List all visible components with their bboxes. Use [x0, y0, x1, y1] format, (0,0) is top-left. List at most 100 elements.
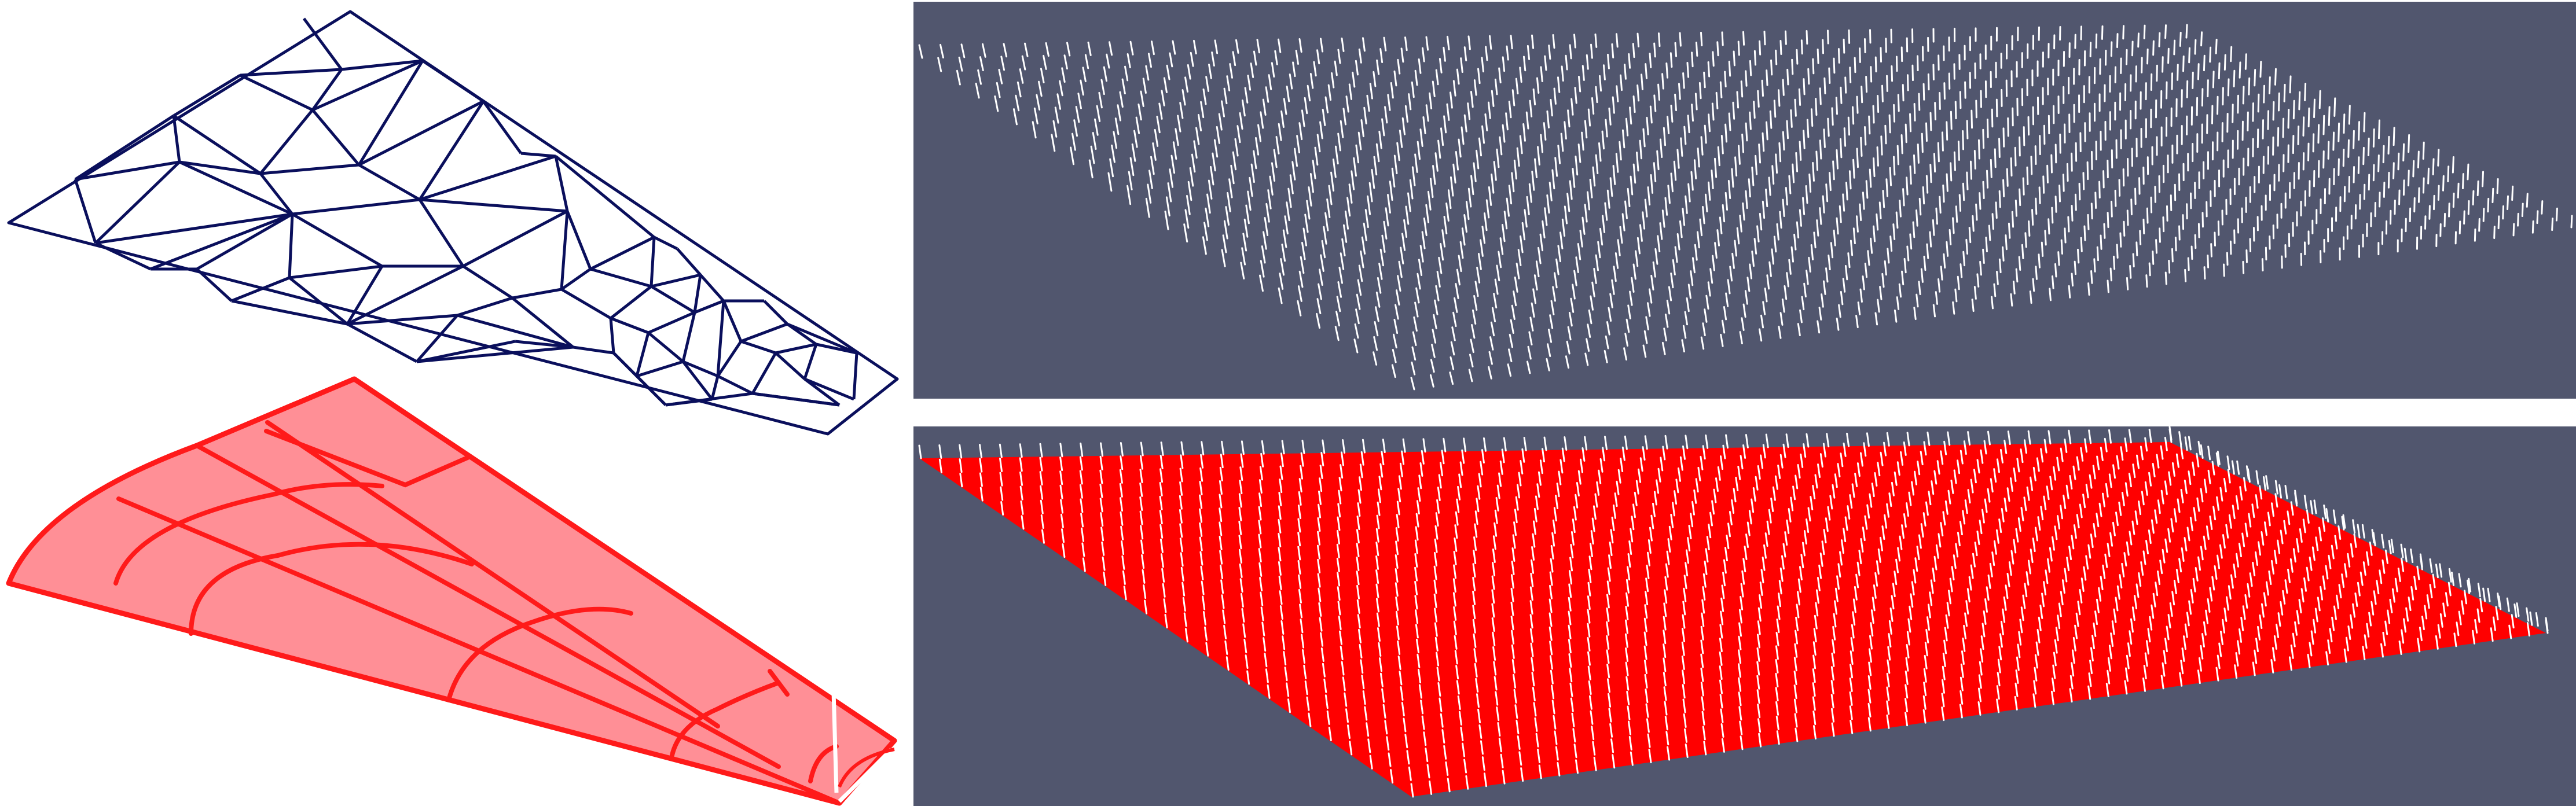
vector-glyph	[1756, 675, 1760, 690]
vector-glyph	[2068, 429, 2072, 444]
vector-glyph	[1584, 204, 1588, 223]
vector-glyph	[940, 43, 944, 59]
vector-glyph	[2170, 518, 2174, 533]
vector-glyph	[1725, 292, 1729, 307]
vector-glyph	[1966, 171, 1969, 190]
vector-glyph	[2245, 465, 2250, 480]
vector-glyph	[1301, 241, 1306, 260]
vector-glyph	[1614, 492, 1618, 507]
vector-glyph	[1720, 610, 1724, 625]
vector-glyph	[1549, 571, 1553, 586]
vector-glyph	[1103, 66, 1108, 82]
vector-glyph	[1825, 267, 1829, 283]
vector-glyph	[2090, 533, 2094, 549]
vector-glyph	[1984, 498, 1988, 513]
mesh-edge	[418, 100, 485, 201]
mesh-edge	[512, 288, 562, 300]
vector-glyph	[1870, 237, 1873, 254]
vector-glyph	[2487, 587, 2491, 602]
mesh-edge	[419, 154, 556, 201]
vector-glyph	[2124, 482, 2129, 497]
vector-glyph	[1193, 39, 1197, 55]
vector-glyph	[1719, 455, 1723, 470]
vector-glyph	[1798, 88, 1801, 106]
vector-glyph	[1164, 211, 1169, 230]
vector-glyph	[1599, 75, 1602, 92]
vector-glyph	[1201, 580, 1205, 595]
vector-glyph	[1447, 778, 1451, 793]
vector-glyph	[1590, 710, 1594, 725]
vector-glyph	[1628, 736, 1632, 751]
vector-glyph	[2060, 591, 2064, 606]
vector-glyph	[2381, 559, 2386, 574]
vector-glyph	[1419, 462, 1423, 477]
vector-glyph	[1593, 756, 1597, 771]
vector-glyph	[1761, 79, 1764, 97]
vector-glyph	[2060, 505, 2064, 520]
vector-glyph	[1554, 730, 1558, 745]
vector-glyph	[2526, 622, 2530, 637]
vector-glyph	[1297, 285, 1302, 302]
vector-glyph	[1639, 139, 1642, 160]
vector-glyph	[1741, 570, 1745, 585]
vector-glyph	[1051, 134, 1056, 152]
vector-glyph	[1399, 462, 1403, 477]
vector-glyph	[1818, 564, 1822, 579]
mesh-edge	[635, 332, 650, 377]
vector-glyph	[1644, 435, 1648, 450]
vector-glyph	[1950, 479, 1954, 494]
vector-glyph	[2241, 532, 2245, 547]
vector-glyph	[1966, 588, 1970, 603]
vector-glyph	[1568, 653, 1572, 668]
vector-glyph	[1914, 557, 1918, 572]
mesh-edge	[681, 312, 696, 362]
vector-glyph	[1609, 177, 1613, 197]
vector-glyph	[2030, 476, 2034, 491]
vector-glyph	[1729, 266, 1733, 282]
vector-glyph	[1318, 503, 1322, 518]
vector-glyph	[1459, 461, 1463, 476]
vector-glyph	[1299, 603, 1303, 619]
vector-glyph	[1704, 124, 1707, 144]
vector-glyph	[1955, 543, 1959, 558]
vector-glyph	[2234, 664, 2238, 679]
vector-glyph	[2315, 536, 2319, 551]
vector-glyph	[1410, 377, 1415, 391]
vector-glyph	[1792, 163, 1795, 183]
vector-glyph	[1501, 448, 1505, 463]
vector-glyph	[1642, 211, 1646, 230]
vector-glyph	[1224, 640, 1228, 655]
vector-glyph	[1413, 316, 1418, 332]
vector-glyph	[1745, 122, 1748, 142]
vector-glyph	[1796, 603, 1800, 619]
vector-glyph	[2180, 660, 2184, 675]
vector-glyph	[1431, 344, 1436, 358]
vector-glyph	[2029, 290, 2032, 304]
vector-glyph	[1653, 162, 1657, 182]
vector-glyph	[1591, 97, 1595, 115]
vector-glyph	[2080, 237, 2083, 252]
vector-glyph	[1559, 231, 1564, 249]
vector-glyph	[1569, 682, 1573, 697]
vector-glyph	[1645, 577, 1649, 592]
vector-glyph	[1458, 711, 1462, 726]
vector-glyph	[1682, 684, 1686, 699]
vector-glyph	[1935, 207, 1938, 225]
vector-glyph	[2037, 516, 2041, 531]
mesh-edge	[590, 267, 652, 288]
vector-glyph	[1916, 209, 1918, 227]
mesh-edge	[636, 360, 684, 378]
vector-glyph	[2371, 529, 2375, 544]
vector-glyph	[1522, 56, 1526, 72]
vector-glyph	[2289, 75, 2292, 94]
vector-glyph	[1663, 327, 1667, 341]
mesh-edge	[291, 212, 383, 268]
vector-glyph	[2002, 246, 2005, 262]
vector-glyph	[2332, 131, 2335, 151]
vector-glyph	[1647, 551, 1651, 566]
vector-glyph	[2136, 454, 2140, 469]
vector-glyph	[2287, 510, 2291, 525]
vector-glyph	[1644, 604, 1648, 619]
vector-glyph	[1338, 615, 1342, 630]
vector-glyph	[1682, 614, 1686, 629]
